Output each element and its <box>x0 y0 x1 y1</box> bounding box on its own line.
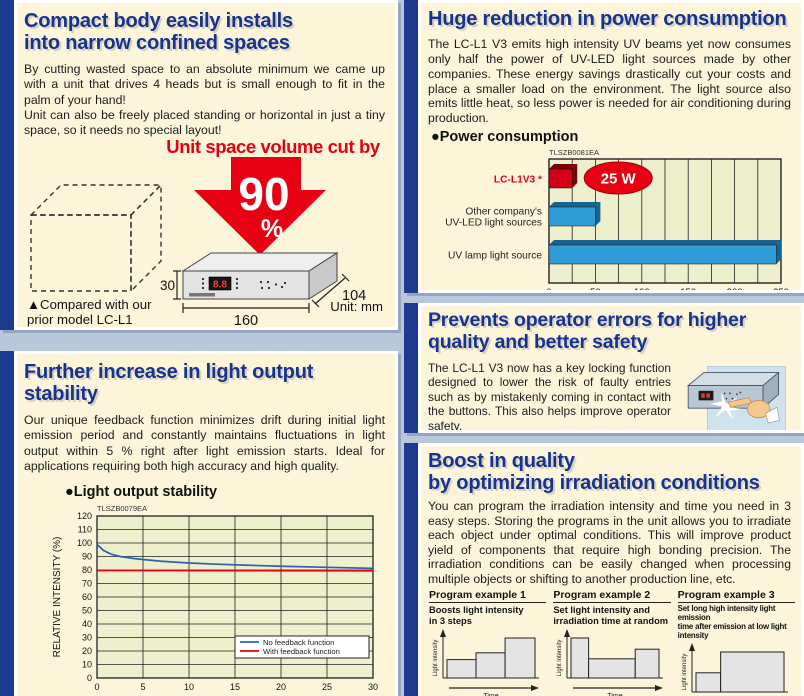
program-example-3-chart: Light intensityTime <box>682 643 788 693</box>
program-example-1-desc: Boosts light intensity in 3 steps <box>429 605 524 626</box>
svg-text:70: 70 <box>82 579 92 589</box>
unit-label: Unit: mm <box>330 299 383 314</box>
panel-stability-para: Our unique feedback function minimizes d… <box>24 412 385 473</box>
svg-text:10: 10 <box>82 660 92 670</box>
panel-accent-bar <box>0 0 14 330</box>
svg-text:40: 40 <box>82 619 92 629</box>
panel-power-body: Huge reduction in power consumption The … <box>418 0 804 293</box>
svg-text:10: 10 <box>184 682 194 692</box>
svg-text:50: 50 <box>590 287 601 293</box>
svg-text:Light intensity: Light intensity <box>557 640 563 677</box>
panel-compact-title: Compact body easily installs into narrow… <box>24 10 293 55</box>
panel-power-title: Huge reduction in power consumption <box>428 8 787 30</box>
panel-compact-para2: Unit can also be freely placed standing … <box>24 107 385 138</box>
panel-accent-bar <box>404 303 418 433</box>
power-chart-heading: ●Power consumption <box>431 128 579 145</box>
prior-model-caption: ▲Compared with our prior model LC-L1 <box>27 297 152 328</box>
panel-stability: Further increase in light output stabili… <box>0 351 398 696</box>
svg-text:25 W: 25 W <box>601 170 637 187</box>
svg-text:250: 250 <box>773 287 789 293</box>
svg-text:Time: Time <box>608 693 623 696</box>
svg-text:TLSZB0079EA: TLSZB0079EA <box>97 504 147 513</box>
dim-height-label: 30 <box>160 278 175 293</box>
panel-quality: Boost in quality by optimizing irradiati… <box>404 443 804 696</box>
svg-text:LC-L1V3 *: LC-L1V3 * <box>494 174 542 185</box>
svg-text:90: 90 <box>82 552 92 562</box>
program-example-2: Program example 2 Set light intensity an… <box>553 589 671 696</box>
panel-safety-title: Prevents operator errors for higher qual… <box>428 309 747 353</box>
svg-text:TLSZB0081EA: TLSZB0081EA <box>549 148 599 157</box>
panel-stability-title: Further increase in light output stabili… <box>24 361 314 406</box>
svg-text:30: 30 <box>368 682 378 692</box>
svg-text:25: 25 <box>322 682 332 692</box>
panel-stability-body: Further increase in light output stabili… <box>14 351 398 696</box>
svg-text:150: 150 <box>680 287 696 293</box>
dim-width-label: 160 <box>234 313 258 329</box>
device-dimension-graphic: 8.8 30 160 104 <box>160 252 366 329</box>
keylock-illustration <box>686 365 786 430</box>
svg-text:Light intensity: Light intensity <box>682 654 688 691</box>
light-output-stability-chart: 0 5 10 15 20 25 30 0 10 20 30 40 50 60 70 80 90 100 110 120… <box>52 504 378 692</box>
prior-model-box-graphic <box>29 183 163 293</box>
svg-text:80: 80 <box>82 565 92 575</box>
program-example-2-label: Program example 2 <box>553 589 671 604</box>
svg-text:0: 0 <box>546 287 551 293</box>
svg-text:100: 100 <box>77 538 92 548</box>
panel-safety-body: Prevents operator errors for higher qual… <box>418 303 804 433</box>
panel-quality-title: Boost in quality by optimizing irradiati… <box>428 450 760 494</box>
panel-quality-body: Boost in quality by optimizing irradiati… <box>418 443 804 696</box>
svg-text:60: 60 <box>82 592 92 602</box>
pct-value-text: 90 <box>238 168 289 220</box>
program-example-3-label: Program example 3 <box>677 589 795 604</box>
dim-depth-label: 104 <box>342 288 366 304</box>
keylock-illustration-wrap <box>675 354 801 430</box>
panel-accent-bar <box>0 351 14 696</box>
panel-safety-para: The LC-L1 V3 now has a key locking funct… <box>428 360 671 433</box>
svg-text:0: 0 <box>87 673 92 683</box>
panel-power: Huge reduction in power consumption The … <box>404 0 804 293</box>
pct-sign-text: % <box>261 215 283 243</box>
svg-text:Light intensity: Light intensity <box>433 640 439 677</box>
svg-text:50: 50 <box>82 606 92 616</box>
program-examples-row: Program example 1 Boosts light intensity… <box>429 589 795 696</box>
program-example-1-chart: Light intensity Time <box>433 628 539 696</box>
svg-text:No feedback function: No feedback function <box>263 638 334 647</box>
panel-safety: Prevents operator errors for higher qual… <box>404 303 804 433</box>
svg-text:Other company'sUV-LED light so: Other company's UV-LED light sources <box>445 206 542 228</box>
svg-text:UV lamp light source: UV lamp light source <box>448 250 542 261</box>
svg-text:100: 100 <box>634 287 650 293</box>
svg-text:20: 20 <box>82 646 92 656</box>
svg-text:0: 0 <box>94 682 99 692</box>
panel-compact-body: Compact body easily installs into narrow… <box>14 0 398 330</box>
program-example-3-desc: Set long high intensity light emission t… <box>677 604 787 640</box>
svg-text:15: 15 <box>230 682 240 692</box>
volume-cut-arrow-graphic: 90 % <box>194 157 326 255</box>
program-example-1-label: Program example 1 <box>429 589 547 604</box>
svg-text:RELATIVE INTENSITY (%): RELATIVE INTENSITY (%) <box>52 537 63 658</box>
svg-text:20: 20 <box>276 682 286 692</box>
panel-quality-para: You can program the irradiation intensit… <box>428 499 791 586</box>
svg-text:5: 5 <box>140 682 145 692</box>
device-buttons <box>201 277 287 290</box>
program-example-2-chart: Light intensity Time <box>557 628 664 696</box>
panel-accent-bar <box>404 443 418 696</box>
svg-text:With feedback function: With feedback function <box>263 647 340 656</box>
panel-power-para: The LC-L1 V3 emits high intensity UV bea… <box>428 37 791 126</box>
panel-compact-para1: By cutting wasted space to an absolute m… <box>24 61 385 107</box>
svg-text:Time: Time <box>483 693 498 696</box>
svg-text:120: 120 <box>77 511 92 521</box>
panel-compact: Compact body easily installs into narrow… <box>0 0 398 330</box>
svg-text:30: 30 <box>82 633 92 643</box>
power-consumption-chart: LC-L1V3 * Other company's UV-LED light sou… <box>445 148 789 293</box>
program-example-2-desc: Set light intensity and irradiation time… <box>553 605 669 626</box>
panel-accent-bar <box>404 0 418 293</box>
program-example-1: Program example 1 Boosts light intensity… <box>429 589 547 696</box>
stability-chart-heading: ●Light output stability <box>65 484 218 501</box>
device-display-digits: 8.8 <box>213 280 227 291</box>
program-example-3: Program example 3 Set long high intensit… <box>677 589 795 696</box>
volume-cut-headline: Unit space volume cut by <box>166 136 380 157</box>
svg-text:110: 110 <box>78 525 92 535</box>
svg-text:200: 200 <box>727 287 743 293</box>
